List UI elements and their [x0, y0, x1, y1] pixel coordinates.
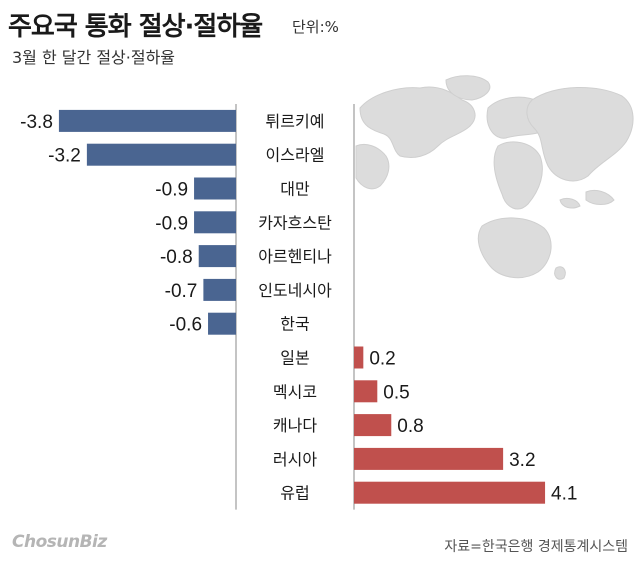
category-label: 아르헨티나	[258, 247, 332, 266]
value-label: -0.8	[160, 247, 193, 268]
bar-9	[354, 380, 378, 403]
value-label: -0.9	[155, 180, 188, 201]
value-label: 3.2	[509, 450, 535, 471]
page-title: 주요국 통화 절상·절하율	[8, 12, 263, 42]
bar-3	[194, 177, 236, 200]
bar-12	[354, 481, 546, 504]
value-label: 0.5	[383, 382, 409, 403]
value-label: -0.9	[155, 213, 188, 234]
value-label: -0.7	[165, 281, 198, 302]
bar-7	[208, 312, 236, 335]
category-label: 인도네시아	[258, 281, 332, 300]
bar-11	[354, 447, 504, 470]
value-label: -3.2	[48, 146, 81, 167]
unit-label: 단위:%	[292, 18, 339, 36]
value-label: 0.2	[369, 349, 395, 370]
category-label: 유럽	[280, 484, 309, 503]
value-label: -0.6	[169, 315, 202, 336]
bar-8	[354, 346, 364, 369]
labels-layer: 튀르키예 -3.8 이스라엘 -3.2 대만 -0.9 카자흐스탄 -0.9 아르헨티나 -0.8…	[20, 112, 577, 505]
bar-2	[86, 143, 236, 166]
bar-6	[203, 278, 236, 301]
page-subtitle: 3월 한 달간 절상·절하율	[12, 48, 176, 67]
category-label: 캐나다	[273, 416, 317, 435]
value-label: -3.8	[20, 112, 53, 133]
category-label: 멕시코	[273, 382, 317, 401]
value-label: 4.1	[551, 484, 577, 505]
axis-layer	[235, 104, 355, 510]
category-label: 러시아	[273, 450, 317, 469]
source-note: 자료=한국은행 경제통계시스템	[444, 539, 628, 555]
world-map-decoration	[355, 75, 634, 280]
bar-1	[58, 109, 236, 132]
bar-4	[194, 211, 236, 234]
bars-layer	[58, 109, 546, 504]
category-label: 카자흐스탄	[258, 213, 332, 232]
bar-10	[354, 414, 392, 437]
category-label: 이스라엘	[266, 146, 325, 165]
brand-logo: ChosunBiz	[12, 532, 107, 552]
category-label: 일본	[280, 349, 309, 368]
category-label: 대만	[280, 180, 310, 199]
category-label: 한국	[280, 315, 309, 334]
bar-5	[198, 245, 236, 268]
category-label: 튀르키예	[266, 112, 325, 131]
value-label: 0.8	[397, 416, 423, 437]
